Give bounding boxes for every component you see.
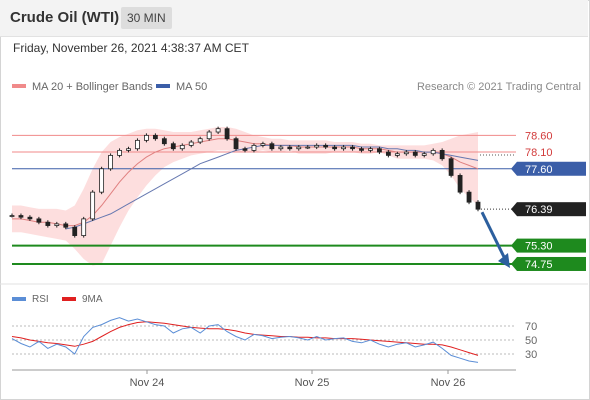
candle-body (278, 146, 284, 150)
legend-label-1: MA 50 (176, 81, 207, 93)
forecast-arrow-head (498, 253, 510, 268)
candle-body (439, 149, 445, 160)
candle-body (260, 143, 266, 146)
candle-body (457, 175, 463, 193)
candle-body (81, 218, 87, 236)
x-tick-label-1: Nov 25 (295, 377, 330, 389)
rsi-tick-30: 30 (525, 349, 537, 361)
ma20-line (12, 138, 479, 227)
candle-body (72, 226, 78, 236)
candle-body (99, 168, 105, 193)
legend-swatch-0 (12, 84, 26, 88)
candle-body (135, 139, 140, 150)
timeframe-badge[interactable]: 30 MIN (121, 7, 172, 29)
candle-body (466, 191, 472, 203)
level-label-74.75-box (517, 256, 586, 271)
candle-body (161, 138, 167, 145)
level-label-75.30: 75.30 (525, 241, 553, 253)
bollinger-band-area (12, 127, 478, 266)
chart-header: Crude Oil (WTI) 30 MIN (0, 0, 588, 37)
candle-body (126, 148, 131, 151)
candle-body (144, 134, 149, 141)
candle-body (332, 146, 338, 150)
last-price-label: 76.39 (525, 204, 553, 216)
x-tick-label-2: Nov 26 (431, 377, 466, 389)
level-label-77.60: 77.60 (525, 164, 553, 176)
candle-body (341, 146, 346, 150)
candle-body (350, 146, 355, 150)
candle-body (197, 138, 203, 143)
candle-body (215, 128, 221, 133)
candle-body (475, 201, 481, 210)
candle-body (224, 128, 230, 140)
candle-body (36, 218, 42, 223)
candle-body (54, 223, 60, 226)
candle-body (206, 131, 212, 140)
level-label-75.30-pointer (511, 238, 517, 253)
candle-body (359, 148, 364, 151)
rsi-line (11, 317, 479, 363)
candle-body (269, 143, 275, 150)
candle-body (90, 191, 96, 220)
x-tick-label-0: Nov 24 (130, 377, 165, 389)
level-label-74.75-pointer (511, 256, 517, 271)
level-label-78.10: 78.10 (525, 147, 553, 159)
rsi-legend-swatch-0 (12, 297, 26, 301)
rsi-ma-line (11, 321, 479, 356)
candle-body (403, 151, 409, 155)
rsi-tick-50: 50 (525, 335, 537, 347)
rsi-tick-70: 70 (525, 321, 537, 333)
candle-body (45, 221, 51, 226)
candle-body (152, 134, 158, 140)
legend-swatch-1 (156, 84, 170, 88)
candle-body (242, 148, 248, 151)
candle-body (170, 143, 176, 150)
last-price-label-box (517, 202, 586, 217)
candle-body (117, 149, 122, 156)
candle-body (377, 148, 382, 153)
candle-body (394, 153, 400, 156)
candle-body (368, 148, 373, 151)
candle-body (63, 223, 69, 228)
candle-body (27, 216, 33, 220)
candle-body (314, 144, 320, 148)
candle-body (9, 215, 15, 217)
candle-body (412, 151, 418, 156)
candle-body (287, 146, 293, 150)
candle-body (108, 154, 113, 170)
candle-body (421, 153, 427, 156)
level-label-78.60: 78.60 (525, 130, 553, 142)
credit-text: Research © 2021 Trading Central (417, 81, 581, 93)
level-label-77.60-box (517, 161, 586, 176)
report-timestamp: Friday, November 26, 2021 4:38:37 AM CET (13, 41, 249, 55)
forecast-arrow-shaft (480, 211, 508, 262)
rsi-legend-label-1: 9MA (82, 294, 103, 305)
rsi-legend-label-0: RSI (32, 294, 49, 305)
candle-body (251, 144, 257, 151)
candle-body (430, 149, 436, 155)
instrument-title: Crude Oil (WTI) (10, 9, 120, 26)
level-label-75.30-box (517, 238, 586, 253)
candle-body (448, 158, 454, 176)
legend-label-0: MA 20 + Bollinger Bands (32, 81, 153, 93)
level-label-74.75: 74.75 (525, 259, 553, 271)
candle-body (385, 151, 391, 156)
level-label-77.60-pointer (511, 161, 517, 176)
candle-body (323, 144, 329, 148)
candle-body (18, 215, 24, 218)
candle-body (233, 138, 239, 150)
candle-body (296, 146, 302, 150)
candle-body (305, 146, 311, 149)
candle-body (188, 141, 194, 146)
last-price-label-pointer (511, 202, 517, 217)
rsi-legend-swatch-1 (62, 297, 76, 301)
candle-body (179, 144, 185, 150)
